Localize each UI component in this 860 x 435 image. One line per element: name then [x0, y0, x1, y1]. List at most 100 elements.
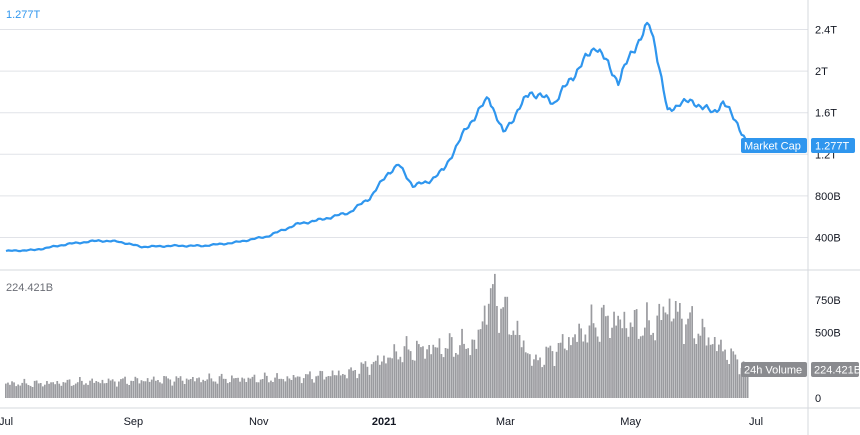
- volume-bar: [368, 374, 371, 398]
- volume-bar: [42, 386, 44, 398]
- volume-bar: [496, 306, 498, 398]
- volume-bar: [658, 303, 661, 398]
- volume-bar: [120, 379, 122, 398]
- volume-bar: [83, 384, 85, 398]
- volume-bar: [722, 351, 724, 398]
- volume-bar: [485, 324, 488, 398]
- volume-bar: [231, 375, 233, 398]
- volume-bar: [233, 378, 235, 398]
- volume-bars: [5, 273, 749, 398]
- volume-bar: [323, 379, 326, 398]
- volume-bar: [122, 378, 124, 398]
- volume-bar: [637, 338, 640, 398]
- volume-bar: [609, 338, 611, 398]
- volume-bar: [259, 379, 262, 398]
- volume-bar: [687, 318, 689, 398]
- volume-bar: [420, 347, 422, 398]
- volume-bar: [674, 301, 677, 398]
- volume-bar: [280, 378, 282, 398]
- volume-bar: [356, 378, 359, 398]
- volume-bar: [578, 323, 580, 398]
- volume-bar: [455, 353, 457, 398]
- volume-bar: [204, 380, 206, 398]
- grid: [0, 29, 808, 238]
- volume-bar: [50, 382, 52, 398]
- volume-bar: [245, 382, 248, 398]
- volume-bar: [214, 381, 217, 398]
- volume-bar: [247, 377, 250, 398]
- volume-bar: [76, 382, 79, 398]
- volume-bar: [697, 333, 700, 398]
- volume-bar: [399, 356, 402, 398]
- volume-bar: [613, 311, 615, 398]
- volume-bar: [200, 382, 202, 398]
- volume-bar: [623, 311, 626, 398]
- price-tick-label: 2.4T: [815, 25, 837, 37]
- volume-bar: [109, 380, 112, 398]
- volume-bar: [650, 334, 652, 398]
- volume-bar: [237, 377, 239, 398]
- volume-bar: [734, 354, 737, 398]
- volume-bar: [181, 380, 184, 398]
- volume-bar: [720, 339, 722, 398]
- volume-bar: [481, 321, 484, 398]
- volume-bar: [19, 385, 22, 398]
- volume-bar: [335, 375, 338, 398]
- volume-bar: [272, 382, 274, 398]
- volume-bar: [732, 351, 735, 398]
- volume-bar: [385, 363, 387, 398]
- volume-bar: [187, 379, 190, 398]
- volume-bar: [401, 362, 404, 398]
- volume-bar: [500, 308, 502, 398]
- volume-bar: [469, 355, 472, 398]
- volume-bar: [588, 325, 591, 398]
- volume-bar: [418, 344, 420, 398]
- time-tick-label: Mar: [496, 416, 515, 428]
- volume-bar: [212, 381, 215, 398]
- volume-bar: [342, 374, 344, 398]
- volume-bar: [436, 347, 439, 398]
- volume-bar: [37, 383, 40, 398]
- volume-bar: [313, 382, 315, 398]
- volume-bar: [196, 378, 198, 398]
- volume-bar: [58, 383, 61, 398]
- volume-bar: [605, 316, 607, 398]
- volume-bar: [570, 345, 572, 398]
- volume-bar: [9, 384, 11, 398]
- volume-bar: [397, 359, 400, 398]
- volume-bar: [25, 383, 28, 398]
- volume-bar: [101, 379, 104, 398]
- volume-axis: 0 500B 750B: [815, 295, 841, 405]
- volume-bar: [461, 328, 463, 398]
- volume-bar: [113, 381, 116, 398]
- volume-bar: [266, 375, 268, 398]
- volume-bar: [543, 364, 546, 398]
- volume-bar: [163, 376, 165, 398]
- volume-bar: [506, 296, 509, 398]
- volume-bar: [208, 373, 211, 398]
- volume-bar: [307, 374, 309, 398]
- volume-bar: [545, 346, 548, 398]
- volume-bar: [198, 377, 200, 398]
- volume-bar: [631, 326, 634, 398]
- volume-bar: [654, 340, 656, 398]
- volume-bar: [111, 379, 114, 398]
- volume-bar: [586, 342, 589, 398]
- volume-bar: [561, 334, 564, 398]
- volume-bar: [144, 381, 147, 398]
- volume-bar: [533, 359, 535, 398]
- volume-bar: [730, 348, 732, 398]
- volume-bar: [557, 343, 560, 398]
- volume-bar: [216, 383, 219, 398]
- volume-bar: [555, 351, 558, 398]
- price-tick-label: 1.6T: [815, 108, 837, 120]
- volume-bar: [81, 380, 83, 398]
- volume-bar: [685, 324, 687, 398]
- volume-bar: [300, 383, 303, 398]
- volume-bar: [422, 346, 424, 398]
- volume-bar: [676, 311, 679, 398]
- volume-bar: [504, 296, 506, 398]
- volume-bar: [177, 377, 180, 398]
- volume-bar: [510, 335, 513, 398]
